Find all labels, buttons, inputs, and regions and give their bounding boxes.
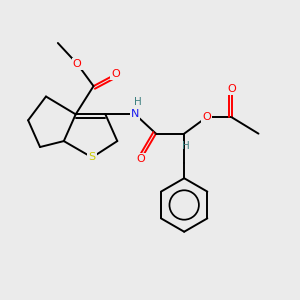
Text: O: O	[227, 84, 236, 94]
Text: O: O	[202, 112, 211, 122]
Text: O: O	[73, 59, 82, 69]
Text: H: H	[134, 97, 142, 107]
Text: O: O	[111, 69, 120, 79]
Text: N: N	[131, 109, 139, 119]
Text: S: S	[88, 152, 96, 162]
Text: H: H	[182, 141, 190, 151]
Text: O: O	[137, 154, 146, 164]
